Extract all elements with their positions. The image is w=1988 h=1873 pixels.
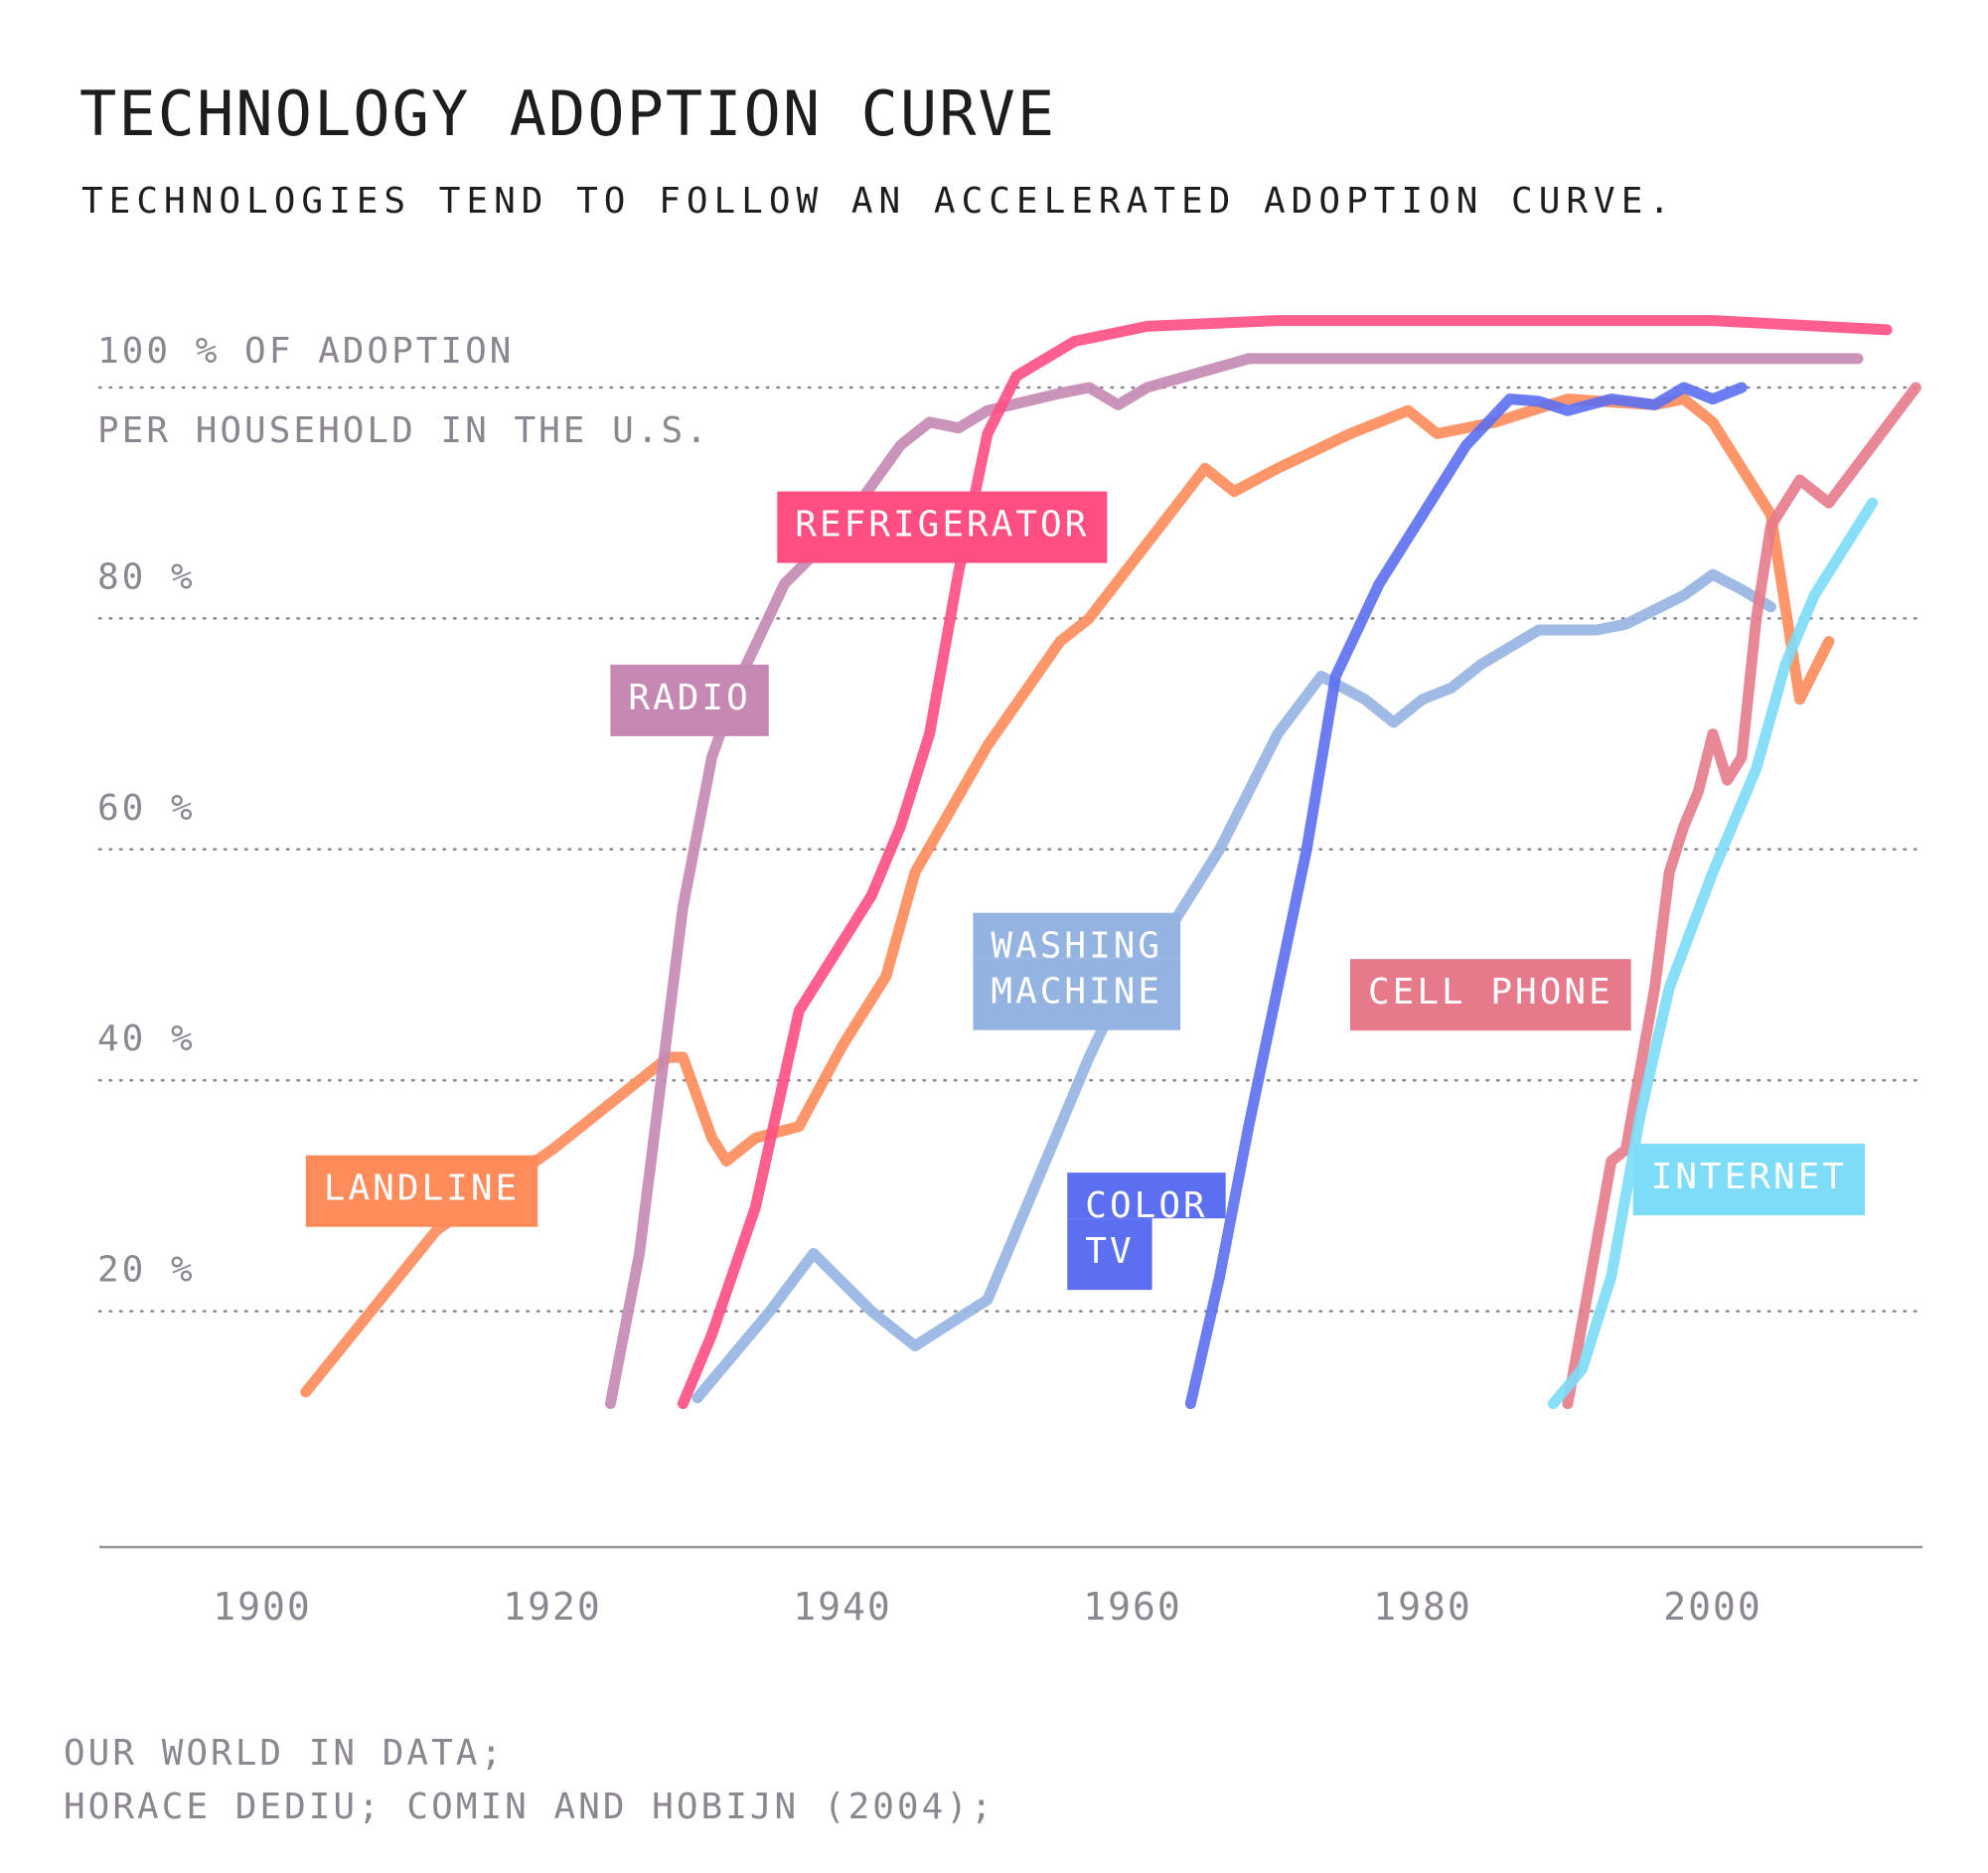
series-line-washing-machine [691, 568, 1776, 1404]
series-label-radio: RADIO [610, 664, 769, 736]
y-tick-label-20: 20 % [97, 1250, 196, 1291]
series-label-text-internet-1: INTERNET [1651, 1157, 1847, 1197]
y-tick-label-40: 40 % [97, 1018, 196, 1059]
page-title: TECHNOLOGY ADOPTION CURVE [79, 78, 1057, 150]
series-label-internet: INTERNET [1632, 1144, 1866, 1216]
gridlines [97, 386, 1924, 1313]
x-tick-label-1960: 1960 [1083, 1585, 1182, 1629]
axes: 20 % 40 % 60 % 80 % 100 % OF ADOPTION PER HOU… [97, 331, 1922, 1629]
x-tick-label-2000: 2000 [1663, 1585, 1762, 1629]
series-label-box-color-tv-1 [1067, 1172, 1226, 1219]
series-label-box-radio-1 [610, 664, 769, 736]
series-label-box-landline-1 [305, 1155, 538, 1227]
source-note: OUR WORLD IN DATA; HORACE DEDIU; COMIN A… [64, 1727, 995, 1834]
x-tick-label-1920: 1920 [503, 1585, 602, 1629]
series-label-color-tv: COLOR TV [1067, 1172, 1226, 1291]
series-label-box-color-tv-2 [1067, 1218, 1152, 1291]
page-subtitle: TECHNOLOGIES TEND TO FOLLOW AN ACCELERAT… [81, 181, 1677, 222]
series-label-washing-machine: WASHING MACHINE [973, 912, 1181, 1030]
series-label-box-washing-machine-2 [973, 958, 1181, 1030]
series-label-text-color-tv-2: TV [1085, 1231, 1134, 1272]
y-axis-label-line-2: PER HOUSEHOLD IN THE U.S. [97, 410, 710, 451]
source-line-1: OUR WORLD IN DATA; [64, 1733, 506, 1774]
series-label-text-radio-1: RADIO [628, 678, 750, 718]
y-axis-label-line-1: 100 % OF ADOPTION [97, 331, 514, 372]
series-label-text-color-tv-1: COLOR [1085, 1185, 1207, 1226]
series-line-radio [604, 353, 1864, 1410]
series-labels: LANDLINE RADIO REFRIGERATOR WASHING MACHINE C… [305, 491, 1866, 1291]
x-tick-label-1900: 1900 [213, 1585, 312, 1629]
series-line-internet [1547, 497, 1879, 1410]
series-label-text-washing-machine-2: MACHINE [991, 972, 1162, 1013]
series-label-text-refrigerator-1: REFRIGERATOR [795, 505, 1089, 546]
x-tick-label-1980: 1980 [1373, 1585, 1472, 1629]
series-label-box-internet-1 [1632, 1144, 1866, 1216]
series-line-color-tv [1184, 382, 1748, 1410]
series-line-refrigerator [677, 315, 1893, 1410]
series-label-box-cell-phone-1 [1350, 959, 1631, 1031]
series-label-landline: LANDLINE [305, 1155, 538, 1227]
series-lines [300, 315, 1921, 1410]
y-tick-label-80: 80 % [97, 556, 196, 597]
series-label-box-refrigerator-1 [777, 491, 1108, 563]
series-label-box-washing-machine-1 [973, 912, 1181, 959]
series-label-cell-phone: CELL PHONE [1350, 959, 1631, 1031]
series-label-text-landline-1: LANDLINE [324, 1169, 520, 1209]
source-line-2: HORACE DEDIU; COMIN AND HOBIJN (2004); [64, 1787, 995, 1827]
series-label-text-washing-machine-1: WASHING [991, 926, 1162, 967]
series-label-text-cell-phone-1: CELL PHONE [1368, 972, 1613, 1013]
series-label-refrigerator: REFRIGERATOR [777, 491, 1108, 563]
series-line-cell-phone [1562, 382, 1921, 1410]
x-tick-label-1940: 1940 [793, 1585, 892, 1629]
y-tick-label-60: 60 % [97, 788, 196, 829]
